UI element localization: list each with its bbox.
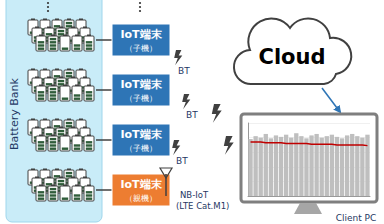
svg-text:BT: BT bbox=[178, 66, 190, 76]
svg-text:IoT端末: IoT端末 bbox=[120, 78, 162, 91]
svg-text:BT: BT bbox=[176, 156, 188, 166]
svg-text:（親機）: （親機） bbox=[125, 194, 157, 203]
svg-text:IoT端末: IoT端末 bbox=[120, 178, 162, 191]
svg-text:Client PC: Client PC bbox=[336, 213, 377, 223]
svg-text:IoT端末: IoT端末 bbox=[120, 28, 162, 41]
svg-text:BT: BT bbox=[186, 110, 198, 120]
svg-text:(LTE Cat.M1): (LTE Cat.M1) bbox=[176, 201, 229, 211]
svg-text:IoT端末: IoT端末 bbox=[120, 128, 162, 141]
svg-text:（子機）: （子機） bbox=[125, 144, 157, 153]
svg-text:NB-IoT: NB-IoT bbox=[180, 190, 209, 200]
svg-text:（子機）: （子機） bbox=[125, 44, 157, 53]
svg-text:Cloud: Cloud bbox=[258, 45, 325, 69]
svg-text:（子機）: （子機） bbox=[125, 94, 157, 103]
svg-text:Battery Bank: Battery Bank bbox=[8, 78, 21, 150]
